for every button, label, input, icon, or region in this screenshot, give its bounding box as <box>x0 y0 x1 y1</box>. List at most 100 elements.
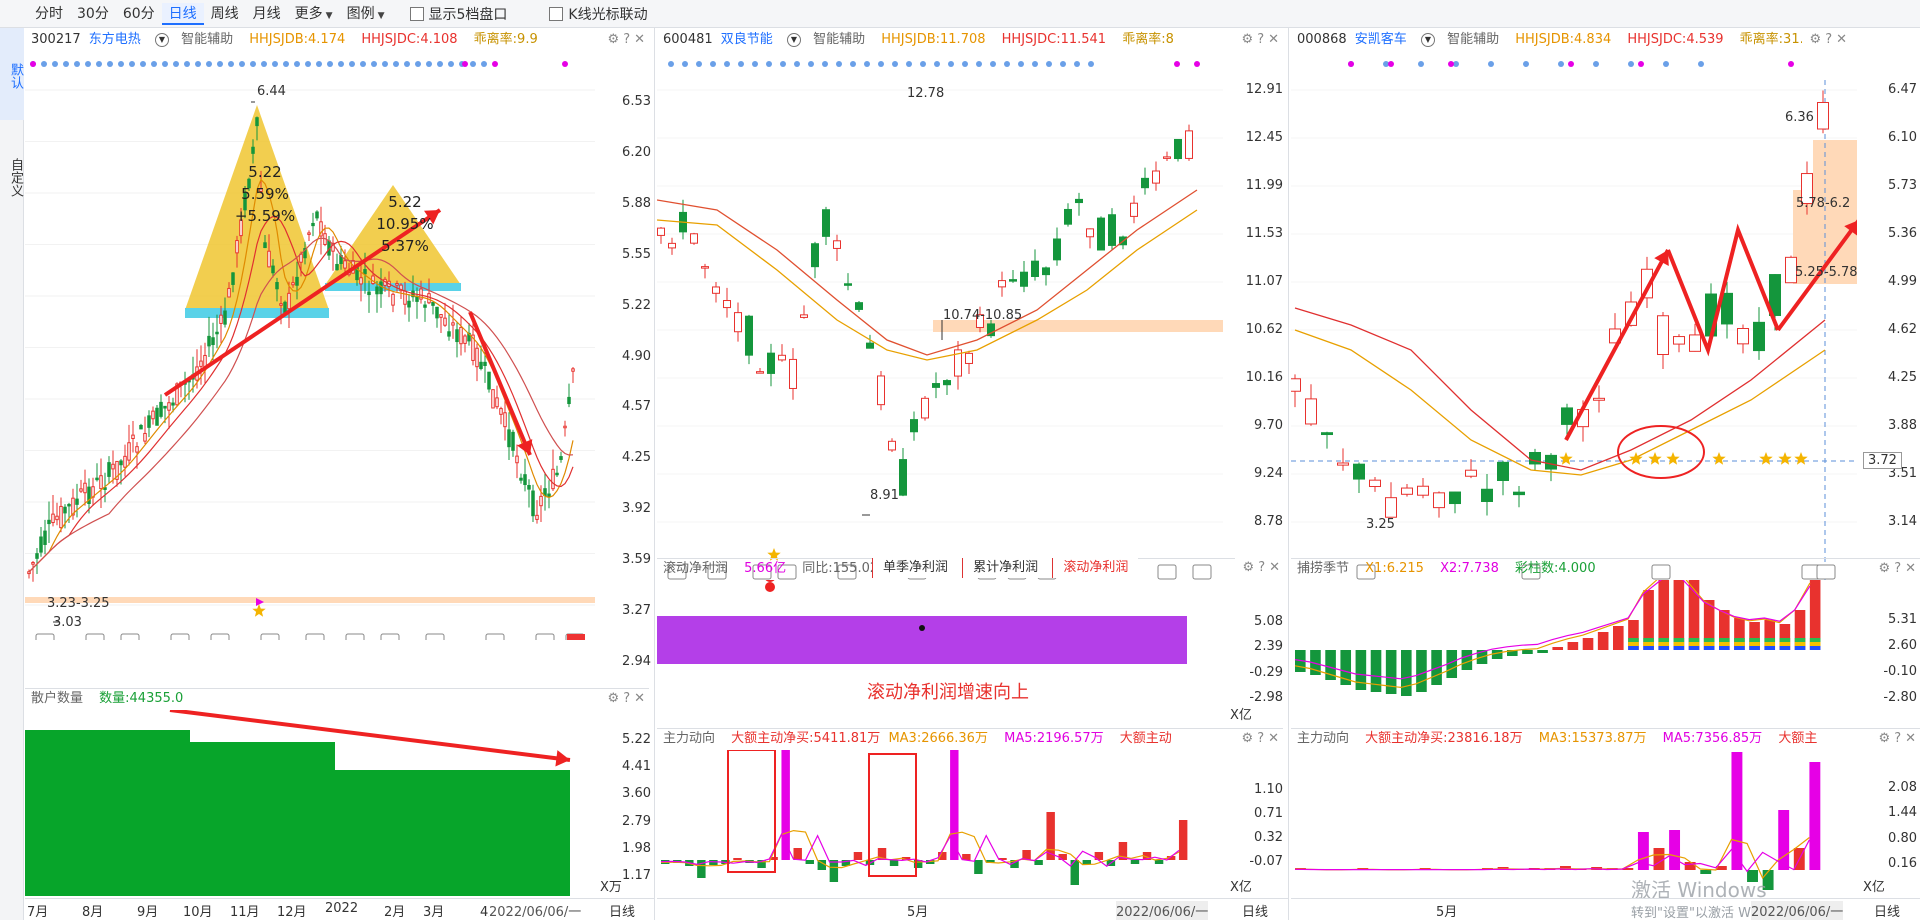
axis-tick-label: 1.17 <box>622 868 651 883</box>
season-bar <box>1658 580 1670 650</box>
tab-60min[interactable]: 60分 <box>122 5 155 22</box>
flow-bar <box>1010 860 1019 868</box>
axis-tick-label: 4.25 <box>622 450 651 466</box>
tab-quarterly-profit[interactable]: 单季净利润 <box>872 558 958 578</box>
candle-up <box>515 455 519 464</box>
legend-dropdown[interactable]: 图例 ▼ <box>340 3 392 25</box>
panel2-candlestick-chart[interactable] <box>657 50 1223 580</box>
settings-icon[interactable]: ⚙ <box>1241 32 1254 47</box>
season-color-band <box>1658 638 1670 642</box>
close-icon[interactable]: ✕ <box>1269 560 1280 575</box>
settings-icon[interactable]: ⚙ <box>1878 561 1891 576</box>
current-price-marker: 3.72 <box>1863 452 1902 469</box>
help-icon[interactable]: ? <box>1258 560 1266 575</box>
close-icon[interactable]: ✕ <box>1268 32 1279 47</box>
tab-default[interactable]: 默认 <box>0 28 24 120</box>
signal-box <box>1651 564 1671 580</box>
tab-intraday[interactable]: 分时 <box>35 5 63 22</box>
stock-name[interactable]: 东方电热 <box>88 32 141 47</box>
season-controls: ⚙? ✕ <box>1870 559 1920 578</box>
panel2-time-axis: 5月 2022/06/06/一 日线 <box>657 898 1288 920</box>
settings-icon[interactable]: ⚙ <box>1242 560 1255 575</box>
signal-box <box>345 633 365 640</box>
stock-name[interactable]: 双良节能 <box>720 32 773 47</box>
candle-down <box>107 462 111 477</box>
fishing-season-chart[interactable] <box>1291 580 1857 726</box>
candle-up <box>71 497 75 516</box>
flow-bar <box>709 860 718 865</box>
rolling-profit-chart[interactable] <box>657 580 1223 720</box>
tab-30min[interactable]: 30分 <box>77 5 109 22</box>
help-icon[interactable]: ? <box>1257 32 1265 47</box>
signal-dot <box>426 61 432 67</box>
candle-down <box>767 352 775 374</box>
candle-down <box>1545 454 1557 470</box>
candle-up <box>571 368 575 372</box>
candle-up <box>443 317 447 326</box>
candle-down <box>147 415 151 428</box>
cursor-link-checkbox[interactable]: K线光标联动 <box>549 4 648 24</box>
close-icon[interactable]: ✕ <box>1836 32 1847 47</box>
settings-icon[interactable]: ⚙ <box>607 691 620 706</box>
stock-name[interactable]: 安凯客车 <box>1354 32 1407 47</box>
settings-icon[interactable]: ⚙ <box>607 32 620 47</box>
axis-tick-label: 5.55 <box>622 246 651 262</box>
chevron-down-icon[interactable]: ▼ <box>1420 32 1435 47</box>
tab-cumulative-profit[interactable]: 累计净利润 <box>962 558 1048 578</box>
season-color-band <box>1628 638 1639 642</box>
flow-bar <box>1082 860 1092 864</box>
help-icon[interactable]: ? <box>1257 731 1265 746</box>
candle-up <box>1369 479 1381 488</box>
axis-tick-label: 12.45 <box>1245 130 1283 145</box>
help-icon[interactable]: ? <box>1825 32 1833 47</box>
candle-up <box>539 495 543 507</box>
help-icon[interactable]: ? <box>1894 731 1902 746</box>
tab-daily[interactable]: 日线 <box>161 2 204 25</box>
tab-rolling-profit[interactable]: 滚动净利润 <box>1052 558 1138 578</box>
tab-weekly[interactable]: 周线 <box>210 5 239 22</box>
settings-icon[interactable]: ⚙ <box>1809 32 1822 47</box>
signal-box <box>260 633 280 640</box>
signal-dot-magenta <box>1194 61 1200 67</box>
show-5level-checkbox[interactable]: 显示5档盘口 <box>409 4 507 24</box>
more-dropdown[interactable]: 更多 ▼ <box>288 3 340 25</box>
stock-panel-3: 000868 安凯客车 ▼ 智能辅助 HHJSJDB:4.834 HHJSJDC… <box>1291 28 1920 920</box>
tab-monthly[interactable]: 月线 <box>252 5 281 22</box>
panel3-candlestick-chart[interactable] <box>1291 50 1857 580</box>
stock-code: 600481 <box>663 32 713 47</box>
signal-dot <box>1488 61 1494 67</box>
chevron-down-icon[interactable]: ▼ <box>786 32 801 47</box>
close-icon[interactable]: ✕ <box>1905 561 1916 576</box>
candle-down <box>275 282 279 290</box>
candle-up <box>235 240 239 254</box>
close-icon[interactable]: ✕ <box>634 32 645 47</box>
help-icon[interactable]: ? <box>1894 561 1902 576</box>
hhjsjdc-value: HHJSJDC:4.539 <box>1627 32 1724 47</box>
season-color-band <box>1658 646 1670 650</box>
flow-bar <box>986 860 995 863</box>
settings-icon[interactable]: ⚙ <box>1241 731 1254 746</box>
panel1-candlestick-chart[interactable] <box>25 50 595 640</box>
axis-tick-label: 2.08 <box>1888 780 1917 795</box>
signal-dot <box>448 61 454 67</box>
candle-down <box>479 361 483 369</box>
signal-dot <box>682 61 688 67</box>
help-icon[interactable]: ? <box>623 32 631 47</box>
candle-up <box>1401 487 1413 495</box>
candle-up <box>111 463 115 470</box>
retail-count-chart[interactable] <box>25 710 595 896</box>
candle-down <box>899 459 907 496</box>
main-force-flow-chart[interactable] <box>1291 750 1857 896</box>
flow-bar <box>1094 852 1104 860</box>
close-icon[interactable]: ✕ <box>1268 731 1279 746</box>
tab-custom[interactable]: 自定义 <box>8 157 23 197</box>
close-icon[interactable]: ✕ <box>1905 731 1916 746</box>
chevron-down-icon[interactable]: ▼ <box>154 32 169 47</box>
settings-icon[interactable]: ⚙ <box>1878 731 1891 746</box>
help-icon[interactable]: ? <box>623 691 631 706</box>
close-icon[interactable]: ✕ <box>634 691 645 706</box>
candle-down <box>215 331 219 335</box>
x-label: 11月 <box>230 905 260 920</box>
main-force-flow-chart[interactable] <box>657 750 1223 896</box>
signal-dot <box>948 61 954 67</box>
